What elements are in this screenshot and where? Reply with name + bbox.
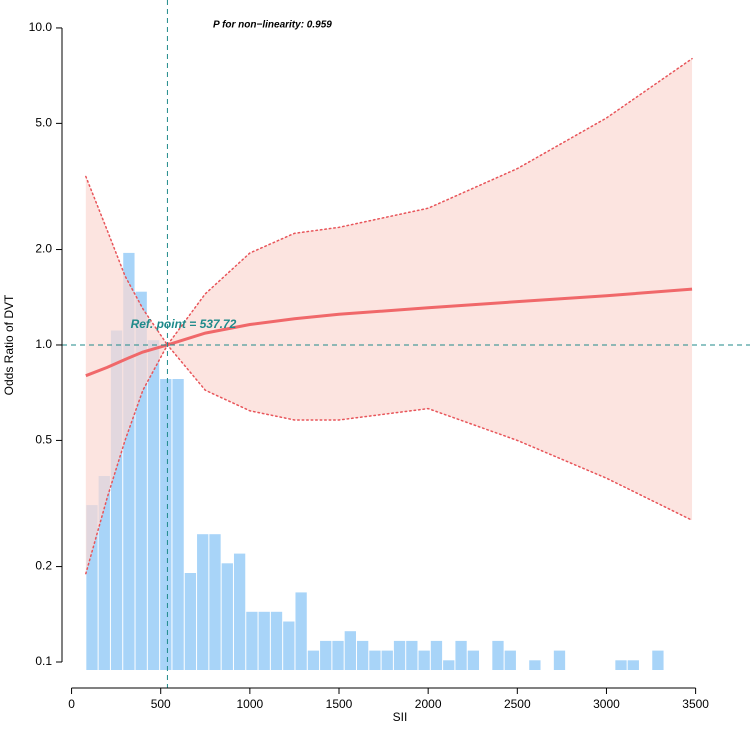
hist-bar [160,379,172,670]
hist-bar [627,660,639,670]
x-tick-label: 2000 [415,697,442,711]
hist-bar [135,291,147,670]
x-tick-label: 3000 [593,697,620,711]
y-tick-label: 0.1 [35,654,52,668]
ref-label: Ref. point = 537.72 [131,317,237,331]
hist-bar [492,640,504,670]
confidence-band [85,58,693,574]
hist-bar [615,660,627,670]
y-tick-label: 2.0 [35,242,52,256]
hist-bar [233,553,246,670]
hist-bar [86,505,98,670]
hist-bar [123,252,135,670]
hist-bar [406,640,418,670]
hist-bar [418,650,430,670]
hist-bar [221,563,233,670]
hist-bar [652,650,664,670]
x-tick-label: 500 [151,697,171,711]
hist-bar [172,379,184,670]
or-line [85,287,693,378]
hist-bar [344,631,356,670]
y-tick-label: 0.5 [35,433,52,447]
y-tick-label: 5.0 [35,116,52,130]
hist-bar [147,340,160,670]
hist-bar [209,534,221,670]
hist-bar [443,660,455,670]
x-tick-label: 1500 [326,697,353,711]
ci-band [85,58,693,574]
hist-bar [270,611,283,670]
ci-line [85,57,693,347]
hist-bar [258,611,270,670]
hist-bar [504,650,516,670]
histogram [86,252,664,670]
annotation: P for non−linearity: 0.959 [213,20,332,31]
hist-bar [295,592,307,670]
hist-bar [455,640,467,670]
y-tick-label: 10.0 [29,20,53,34]
hist-bar [246,611,258,670]
hist-bar [529,660,541,670]
x-tick-label: 3500 [682,697,709,711]
hist-bar [197,534,209,670]
ci-line [85,343,693,575]
y-tick-label: 0.2 [35,559,52,573]
hist-bar [307,650,320,670]
axes: 0.1 0.2 0.5 1.0 2.0 5.0 10.0 0 500 1000 1500 2000 25… [29,20,710,711]
hist-bar [430,640,443,670]
y-axis-label: Odds Ratio of DVT [2,294,16,395]
hist-bar [184,573,197,670]
hist-bar [320,640,332,670]
x-tick-label: 1000 [237,697,264,711]
x-tick-label: 2500 [504,697,531,711]
hist-bar [467,650,480,670]
curves: Ref. point = 537.72 [62,0,750,688]
hist-bar [110,330,123,670]
y-tick-label: 1.0 [35,337,52,351]
hist-bar [332,640,344,670]
x-axis-label: SII [393,710,408,724]
hist-bar [356,640,369,670]
hist-bar [381,650,393,670]
hist-bar [98,476,110,670]
hist-bar [393,640,406,670]
hist-bar [369,650,381,670]
x-tick-label: 0 [68,697,75,711]
hist-bar [553,650,566,670]
hist-bar [283,621,295,670]
